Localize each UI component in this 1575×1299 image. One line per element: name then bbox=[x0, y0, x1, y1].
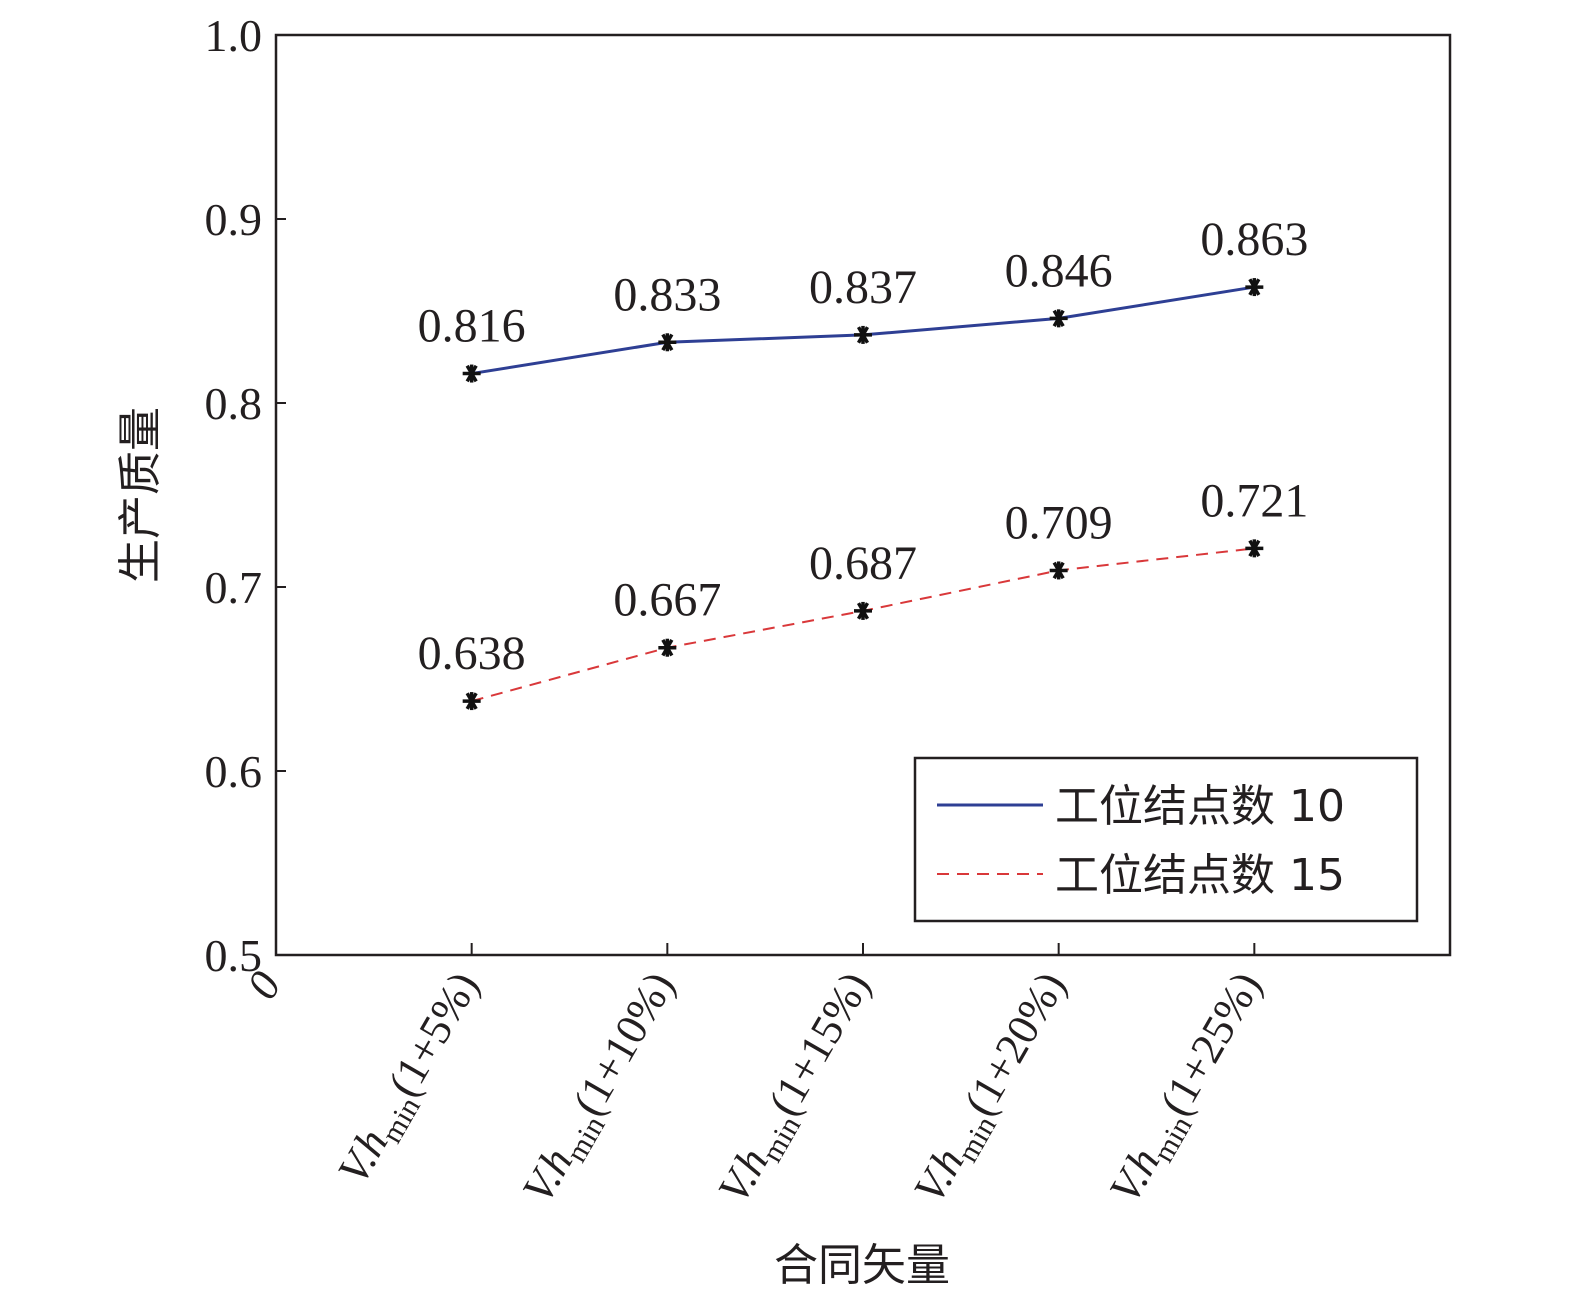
data-label: 0.863 bbox=[1200, 213, 1308, 266]
data-point-marker bbox=[658, 333, 677, 352]
data-point-marker bbox=[854, 325, 872, 344]
data-point-marker bbox=[1245, 278, 1264, 297]
data-point-marker bbox=[854, 601, 872, 620]
x-tick-label: V.hmin(1+5%) bbox=[328, 964, 494, 1196]
y-tick-label: 0.7 bbox=[205, 562, 263, 613]
data-label: 0.667 bbox=[613, 574, 721, 627]
data-point-marker bbox=[1245, 539, 1264, 558]
data-label: 0.709 bbox=[1005, 496, 1113, 549]
y-axis-title: 生产质量 bbox=[115, 407, 166, 583]
data-point-marker bbox=[658, 638, 677, 657]
legend bbox=[913, 756, 1419, 923]
data-label: 0.687 bbox=[809, 537, 917, 590]
x-tick-label-rest: (1+15%) bbox=[759, 964, 880, 1124]
x-tick-label-rest: (1+5%) bbox=[379, 964, 489, 1105]
data-point-marker bbox=[1049, 561, 1068, 580]
data-label: 0.721 bbox=[1200, 474, 1308, 527]
y-tick-label: 0.8 bbox=[205, 378, 263, 429]
data-point-marker bbox=[462, 692, 481, 711]
data-label: 0.638 bbox=[418, 627, 526, 680]
y-tick-label: 0.9 bbox=[205, 194, 263, 245]
y-tick-label: 0.6 bbox=[205, 746, 263, 797]
x-tick-label: V.hmin(1+15%) bbox=[708, 964, 885, 1215]
y-tick-label: 0.5 bbox=[205, 930, 263, 981]
data-label: 0.837 bbox=[809, 261, 917, 314]
data-label: 0.846 bbox=[1005, 244, 1113, 297]
data-label: 0.833 bbox=[613, 268, 721, 321]
legend-label: 工位结点数 10 bbox=[1055, 781, 1345, 832]
x-tick-label-rest: (1+20%) bbox=[955, 964, 1076, 1124]
legend-label: 工位结点数 15 bbox=[1055, 850, 1345, 901]
x-tick-label: V.hmin(1+25%) bbox=[1100, 964, 1277, 1215]
x-tick-label-rest: (1+25%) bbox=[1150, 964, 1271, 1124]
x-axis-title: 合同矢量 bbox=[774, 1240, 950, 1291]
data-point-marker bbox=[462, 364, 481, 383]
y-tick-label: 1.0 bbox=[205, 10, 263, 61]
x-tick-label-rest: (1+10%) bbox=[563, 964, 684, 1124]
data-label: 0.816 bbox=[418, 300, 526, 353]
x-tick-label: V.hmin(1+20%) bbox=[904, 964, 1081, 1215]
x-tick-label: V.hmin(1+10%) bbox=[513, 964, 690, 1215]
data-point-marker bbox=[1049, 309, 1068, 328]
x-origin-label: 0 bbox=[237, 964, 290, 1008]
